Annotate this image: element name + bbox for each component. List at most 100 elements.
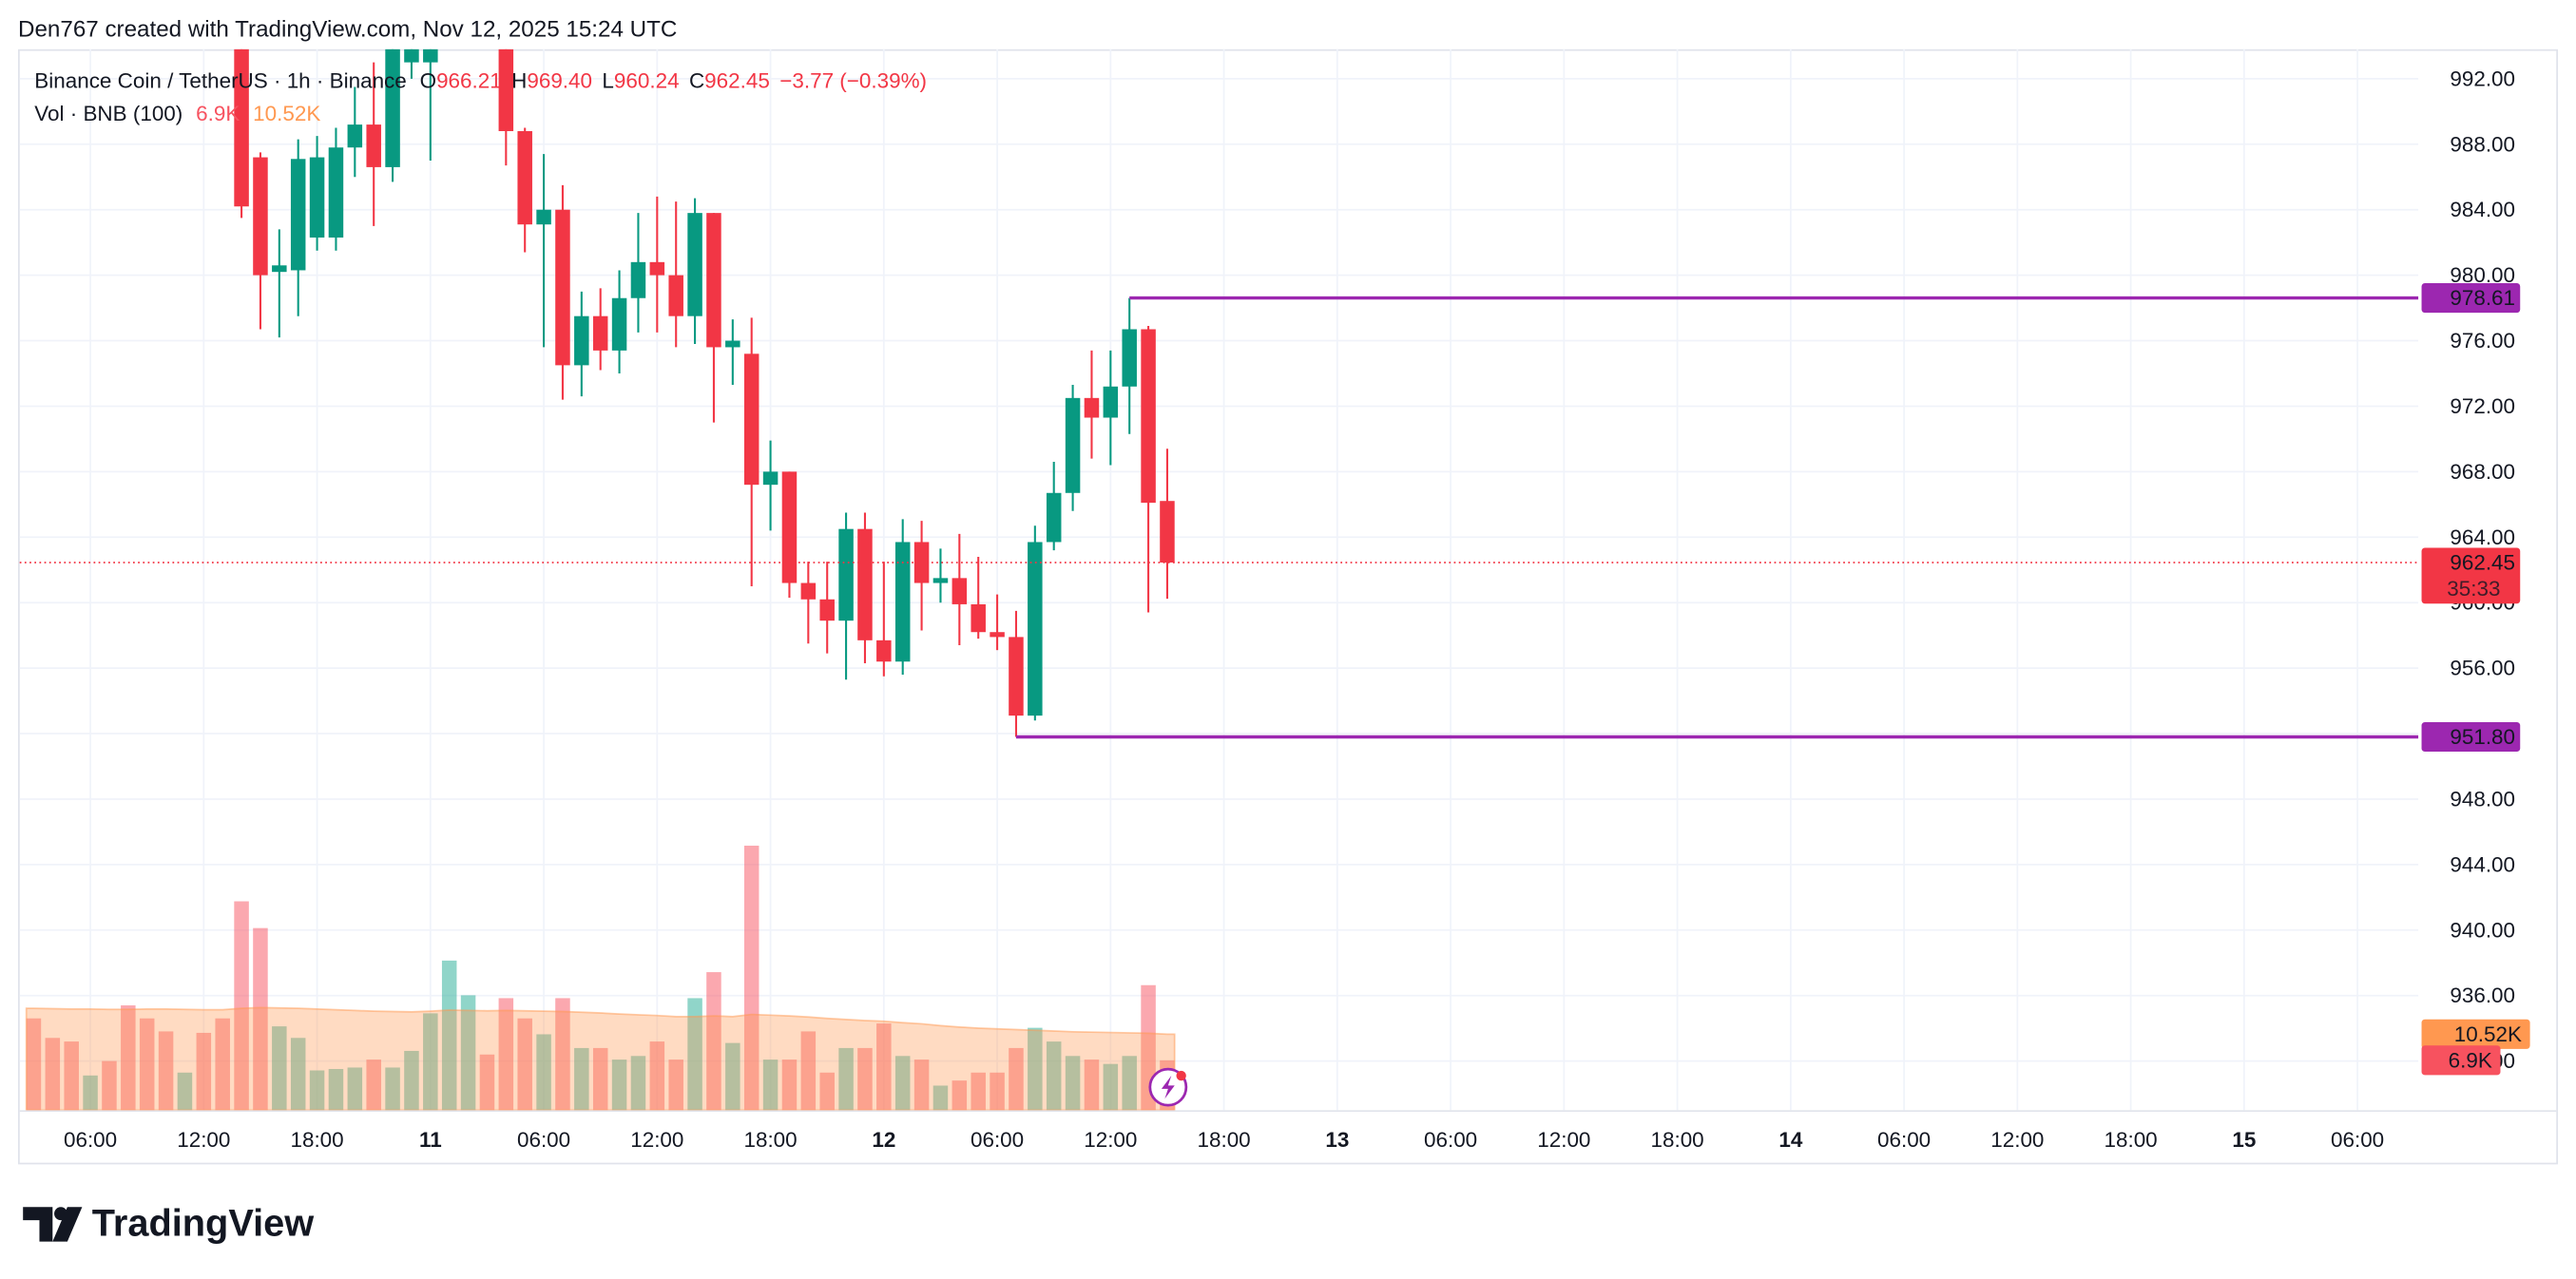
logo-v [52,1207,83,1242]
icon-dot [1176,1070,1186,1081]
replay-icon[interactable] [1148,1067,1188,1107]
volume-bar [574,1047,589,1111]
y-tick-label: 988.00 [2450,132,2515,156]
candle-body [423,48,438,63]
candle-body [272,265,287,273]
volume-bar [385,1067,400,1111]
volume-bar [838,1047,854,1111]
volume-bar [498,998,514,1111]
volume-bar [196,1032,212,1111]
volume-last: 6.9K [196,102,240,125]
volume-bar [1084,1059,1100,1111]
ohlc-value: 966.21 [436,68,502,92]
candle-body [498,48,514,131]
candle-body [1065,397,1081,493]
y-tick-label: 992.00 [2450,67,2515,90]
volume-bar [517,1018,532,1111]
volume-bar [460,995,476,1111]
candle-body [913,542,930,583]
volume-ma-badge: 10.52K [2454,1022,2522,1046]
logo-text: TradingView [92,1203,314,1245]
x-tick-label: 06:00 [64,1128,117,1152]
volume-pane [25,845,1176,1111]
candle-body [668,275,683,316]
candle-body [725,340,740,348]
volume-bar [876,1023,892,1111]
legend: Binance Coin / TetherUS · 1h · Binance O9… [34,68,927,125]
candle-body [800,582,817,600]
candle-body [309,157,325,238]
y-tick-label: 948.00 [2450,787,2515,811]
y-tick-label: 944.00 [2450,852,2515,876]
y-tick-label: 980.00 [2450,263,2515,287]
volume-bar [83,1075,98,1111]
volume-bar [781,1059,798,1111]
volume-bar [1065,1056,1081,1111]
volume-bar [819,1072,835,1111]
candle-body [781,471,798,583]
change: −3.77 (−0.39%) [779,68,927,92]
candle-body [592,315,608,351]
candle-body [517,130,532,225]
volume-bar [894,1056,911,1111]
ohlc-value: 960.24 [614,68,680,92]
volume-bar [536,1034,551,1111]
y-tick-label: 972.00 [2450,394,2515,418]
candle-body [1103,386,1119,418]
countdown: 35:33 [2447,577,2500,601]
volume-bar [990,1072,1005,1111]
volume-bar [253,927,268,1111]
candle-body [253,157,268,276]
volume-bar [611,1059,627,1111]
volume-badge-bg [2421,1045,2501,1076]
x-tick-label: 14 [1778,1128,1802,1152]
volume-bar [932,1085,949,1111]
candle-body [876,640,892,662]
x-tick-label: 06:00 [1877,1128,1931,1152]
volume-bar [102,1060,117,1111]
attribution: Den767 created with TradingView.com, Nov… [18,17,677,43]
x-tick-label: 18:00 [743,1128,797,1152]
candle-body [385,48,400,167]
candle-body [706,213,721,348]
volume-bar [423,1013,438,1111]
volume-bar [1009,1047,1024,1111]
candle-body [574,315,589,366]
ohlc-key: L [602,68,614,92]
volume-bar [857,1047,873,1111]
volume-bar [687,998,702,1111]
volume-ma-badge-bg [2421,1019,2530,1049]
volume-bar [952,1080,968,1111]
candle-body [1046,492,1062,543]
y-tick-label: 968.00 [2450,460,2515,484]
volume-bar [290,1038,306,1111]
volume-bar [706,972,721,1111]
x-tick-label: 12 [872,1128,895,1152]
candles [234,48,1175,737]
volume-bar [649,1041,665,1111]
candle-body [894,542,911,662]
volume-bar [366,1059,381,1111]
candle-body [1028,542,1043,716]
candle-body [687,213,702,316]
candle-body [290,159,306,271]
volume-bar [592,1047,608,1111]
last-price-label: 962.45 [2450,550,2515,574]
ohlc-value: 969.40 [527,68,592,92]
grid [19,48,2419,1111]
candle-body [649,261,665,276]
logo[interactable]: TradingView [23,1203,314,1245]
ohlc-key: O [420,68,436,92]
candle-body [838,528,854,621]
y-tick-label: 936.00 [2450,983,2515,1007]
volume-badge: 6.9K [2449,1048,2492,1072]
volume-bar [1122,1056,1137,1111]
ohlc-key: H [511,68,527,92]
candle-body [366,124,381,167]
x-tick-label: 11 [419,1128,442,1152]
volume-bar [762,1059,779,1111]
x-tick-label: 06:00 [517,1128,570,1152]
candle-body [536,209,551,225]
